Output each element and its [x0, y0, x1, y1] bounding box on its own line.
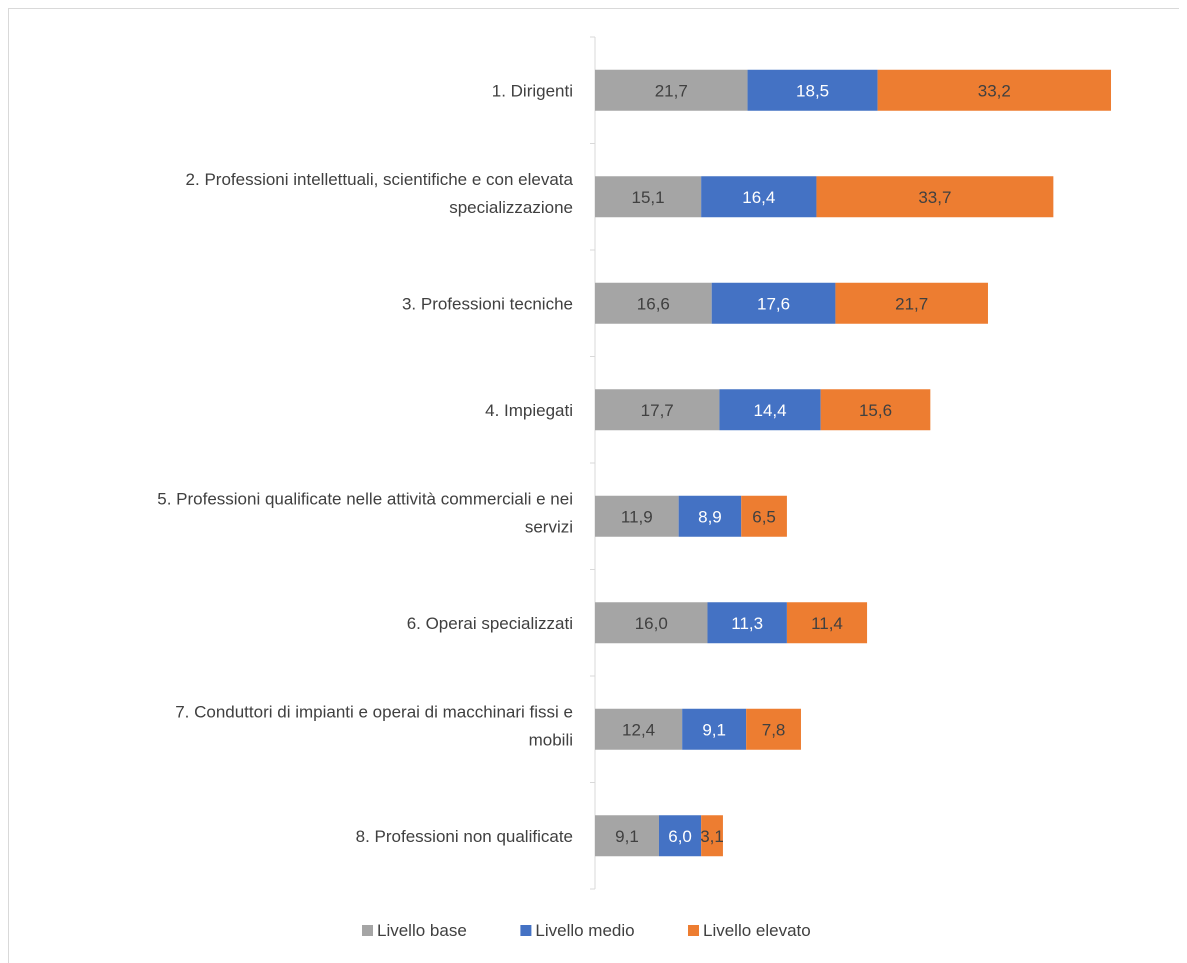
data-label: 3,1: [700, 827, 724, 846]
data-label: 16,4: [742, 188, 775, 207]
data-label: 17,6: [757, 294, 790, 313]
bar-segment: [595, 495, 679, 537]
bar-segment: [707, 602, 787, 644]
category-label: 3. Professioni tecniche: [402, 294, 573, 313]
bar-segment: [719, 389, 821, 431]
bar-segment: [595, 176, 702, 218]
bar-segment: [701, 176, 817, 218]
category-label: 1. Dirigenti: [492, 81, 573, 100]
legend-swatch: [520, 925, 532, 936]
data-label: 15,6: [859, 401, 892, 420]
legend-label: Livello elevato: [703, 921, 811, 940]
legend-swatch: [688, 925, 699, 936]
data-label: 15,1: [632, 188, 665, 207]
legend-label: Livello base: [377, 921, 467, 940]
data-label: 6,5: [752, 507, 776, 526]
bar-segment: [711, 282, 836, 324]
bar-segment: [595, 389, 720, 431]
chart-frame: [8, 8, 1179, 963]
bar-segment: [701, 815, 723, 857]
data-label: 16,6: [637, 294, 670, 313]
bars-layer: 21,7 18,5 33,2 15,1 16,4 33,7 16,6 17,6 21,7 17,7…: [595, 69, 1112, 857]
bar-segment: [816, 176, 1054, 218]
category-label: 8. Professioni non qualificate: [356, 827, 573, 846]
data-label: 33,7: [918, 188, 951, 207]
data-label: 7,8: [762, 720, 786, 739]
axis-layer: [590, 36, 596, 890]
bar-segment: [595, 708, 683, 750]
data-label: 11,3: [731, 614, 763, 633]
category-label: mobili: [529, 730, 573, 749]
data-label: 18,5: [796, 81, 829, 100]
bar-segment: [595, 815, 659, 857]
bar-segment: [658, 815, 702, 857]
bar-segment: [747, 69, 878, 111]
data-label: 21,7: [895, 294, 928, 313]
data-label: 9,1: [702, 720, 726, 739]
category-label: 4. Impiegati: [485, 401, 573, 420]
category-label: 2. Professioni intellettuali, scientific…: [186, 170, 574, 189]
category-label: servizi: [525, 517, 573, 536]
legend-swatch: [362, 925, 373, 936]
data-label: 9,1: [615, 827, 639, 846]
data-label: 14,4: [754, 401, 787, 420]
bar-segment: [877, 69, 1112, 111]
bar-segment: [746, 708, 801, 750]
bar-segment: [678, 495, 742, 537]
bar-segment: [682, 708, 747, 750]
data-label: 11,4: [811, 614, 843, 633]
data-label: 17,7: [641, 401, 674, 420]
bar-segment: [595, 602, 708, 644]
data-label: 6,0: [668, 827, 692, 846]
category-label: 5. Professioni qualificate nelle attivit…: [157, 489, 573, 508]
category-label: specializzazione: [449, 198, 573, 217]
data-label: 11,9: [621, 507, 653, 526]
data-label: 16,0: [635, 614, 668, 633]
legend: Livello base Livello medio Livello elevato: [362, 921, 811, 940]
bar-segment: [595, 282, 712, 324]
data-label: 33,2: [978, 81, 1011, 100]
category-labels: 1. Dirigenti 2. Professioni intellettuali…: [157, 81, 573, 846]
data-label: 8,9: [698, 507, 722, 526]
bar-segment: [820, 389, 931, 431]
bar-segment: [741, 495, 787, 537]
category-label: 6. Operai specializzati: [407, 614, 573, 633]
data-label: 12,4: [622, 720, 655, 739]
bar-segment: [595, 69, 748, 111]
bar-segment: [786, 602, 868, 644]
legend-label: Livello medio: [535, 921, 634, 940]
category-label: 7. Conduttori di impianti e operai di ma…: [175, 702, 573, 721]
bar-segment: [835, 282, 988, 324]
data-label: 21,7: [655, 81, 688, 100]
